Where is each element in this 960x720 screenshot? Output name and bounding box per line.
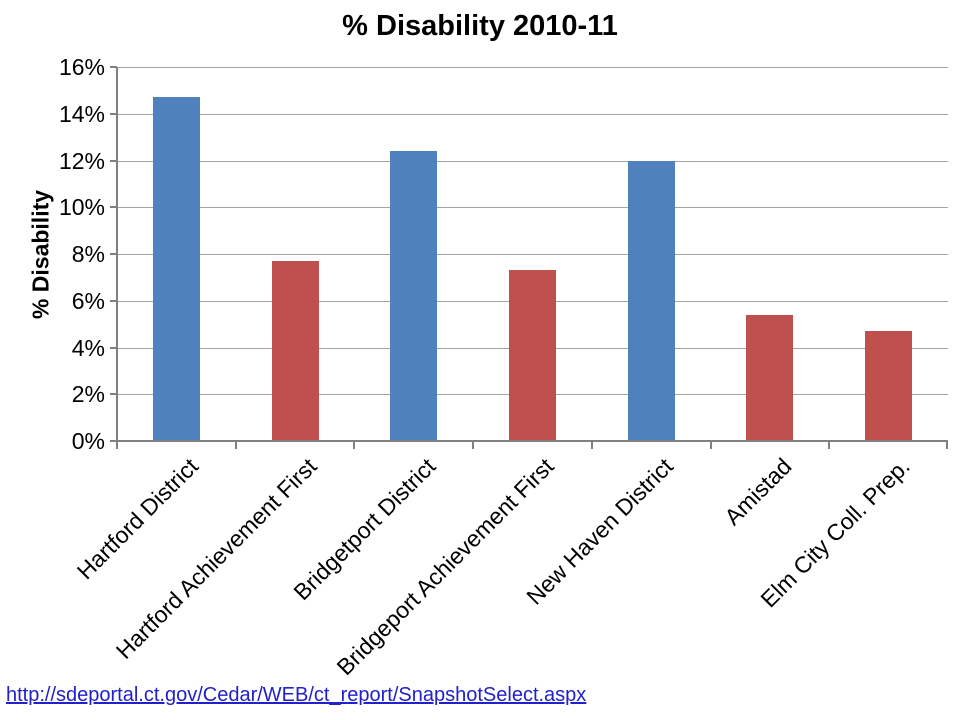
x-axis-tick xyxy=(590,442,593,449)
category-label-hartford-district: Hartford District xyxy=(71,453,203,585)
y-axis-tick-label: 6% xyxy=(71,287,105,314)
y-axis-tick xyxy=(110,66,117,68)
y-axis-tick xyxy=(110,393,117,396)
y-axis-tick-label: 4% xyxy=(71,334,105,361)
category-label-hartford-achievement-first: Hartford Achievement First xyxy=(110,453,322,664)
bar-elm-city-coll-prep xyxy=(865,331,913,441)
y-axis-tick-label: 8% xyxy=(71,241,105,267)
x-axis-tick xyxy=(353,442,356,449)
x-axis-tick xyxy=(946,442,948,449)
y-axis-line xyxy=(116,67,118,447)
y-axis-tick-label: 14% xyxy=(58,100,105,127)
y-axis-tick-label: 0% xyxy=(71,428,105,454)
source-link[interactable]: http://sdeportal.ct.gov/Cedar/WEB/ct_rep… xyxy=(6,684,587,706)
y-axis-tick xyxy=(110,206,117,209)
category-label-amistad: Amistad xyxy=(719,453,797,531)
bar-bridgetport-district xyxy=(390,151,438,441)
category-label-bridgeport-achievement-first: Bridgeport Achievement First xyxy=(331,453,559,681)
x-axis-tick xyxy=(234,442,237,449)
gridline xyxy=(117,207,948,209)
y-axis-tick xyxy=(110,159,117,162)
y-axis-tick xyxy=(110,440,117,442)
plot-area: % Disability 0% 2% 4% 6% 8% 10% 12% 14% 16% Hartf… xyxy=(28,54,948,680)
y-axis-tick xyxy=(110,346,117,349)
bar-amistad xyxy=(746,314,794,441)
bar-hartford-achievement-first xyxy=(271,261,319,441)
bar-hartford-district xyxy=(152,97,200,441)
y-axis-tick xyxy=(110,299,117,302)
chart-title: % Disability 2010-11 xyxy=(342,10,618,42)
y-axis-tick-label: 12% xyxy=(58,147,105,174)
gridline xyxy=(117,160,948,162)
gridline xyxy=(117,67,948,68)
y-axis-tick-label: 2% xyxy=(71,381,105,408)
x-axis-tick xyxy=(472,442,475,449)
gridline xyxy=(117,254,948,255)
gridline xyxy=(117,113,948,115)
x-axis-line xyxy=(116,440,948,442)
x-axis-tick xyxy=(116,442,118,449)
y-axis-tick-label: 16% xyxy=(58,54,105,80)
y-axis-tick-label: 10% xyxy=(58,194,105,221)
x-axis-tick xyxy=(828,442,831,449)
bar-new-haven-district xyxy=(627,160,675,441)
y-axis-tick xyxy=(110,112,117,115)
x-axis-tick xyxy=(709,442,712,449)
y-axis-title: % Disability xyxy=(27,189,54,320)
y-axis-tick xyxy=(110,253,117,255)
bar-bridgeport-achievement-first xyxy=(509,270,556,441)
